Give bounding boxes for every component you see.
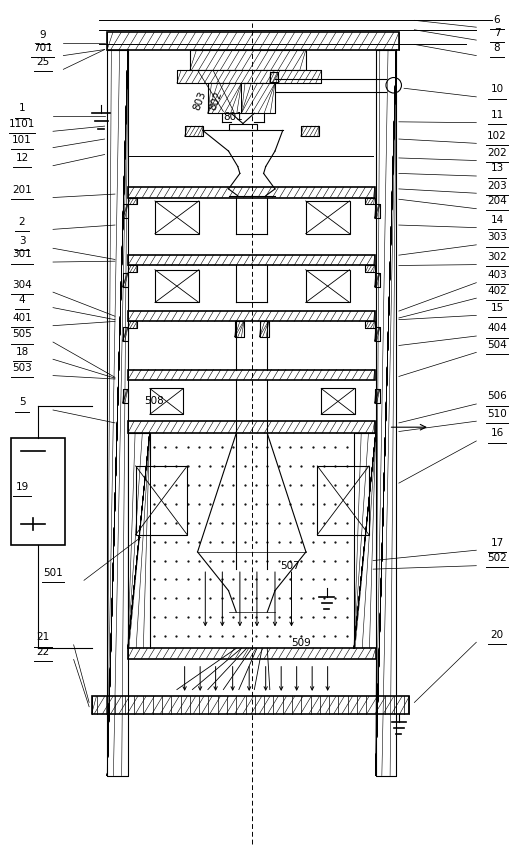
Bar <box>235 321 244 337</box>
Text: 18: 18 <box>16 347 29 356</box>
Bar <box>375 389 380 403</box>
Bar <box>185 126 203 136</box>
Text: 403: 403 <box>487 270 507 280</box>
Text: 701: 701 <box>33 43 52 53</box>
Bar <box>11 438 65 545</box>
Bar <box>107 49 128 776</box>
Text: 504: 504 <box>487 340 507 350</box>
Bar <box>128 321 137 328</box>
Text: 17: 17 <box>490 538 503 548</box>
Bar <box>150 388 183 414</box>
Text: 25: 25 <box>36 57 49 66</box>
Bar <box>155 270 199 302</box>
Text: 506: 506 <box>487 392 507 401</box>
Bar <box>260 321 269 337</box>
Text: 502: 502 <box>487 553 507 564</box>
Text: 201: 201 <box>12 185 32 195</box>
Text: 802: 802 <box>208 90 224 111</box>
Bar <box>128 198 137 205</box>
Text: 4: 4 <box>19 295 25 305</box>
Bar <box>306 270 350 302</box>
Text: 1: 1 <box>19 104 25 113</box>
Bar <box>155 201 199 234</box>
Bar <box>128 433 149 648</box>
Text: 101: 101 <box>12 135 32 145</box>
Text: 501: 501 <box>43 568 63 577</box>
Text: 7: 7 <box>494 28 500 37</box>
Text: 15: 15 <box>490 303 503 312</box>
Bar <box>128 187 375 198</box>
Text: 2: 2 <box>19 217 25 227</box>
Text: 509: 509 <box>291 639 311 648</box>
Text: 19: 19 <box>16 482 29 492</box>
Bar <box>375 327 380 341</box>
Bar <box>122 389 128 403</box>
Text: 507: 507 <box>281 561 301 570</box>
Bar <box>270 72 278 82</box>
Bar <box>128 369 375 380</box>
Bar <box>306 201 350 234</box>
Text: 401: 401 <box>12 313 32 323</box>
Text: 302: 302 <box>487 252 507 262</box>
Bar <box>365 266 375 273</box>
Text: 503: 503 <box>12 363 32 373</box>
Bar <box>317 466 369 535</box>
Bar <box>301 126 319 136</box>
Text: 202: 202 <box>487 148 507 158</box>
Bar <box>354 433 376 648</box>
Bar <box>190 49 306 70</box>
Text: 303: 303 <box>487 232 507 243</box>
Text: 505: 505 <box>12 330 32 339</box>
Ellipse shape <box>386 78 402 93</box>
Bar <box>365 321 375 328</box>
Text: 6: 6 <box>494 15 500 25</box>
Text: 508: 508 <box>144 396 163 406</box>
Text: 9: 9 <box>39 30 46 40</box>
Text: 22: 22 <box>36 647 49 657</box>
Text: 404: 404 <box>487 324 507 333</box>
Text: 801: 801 <box>223 112 242 122</box>
Text: 11: 11 <box>490 110 503 120</box>
Text: 16: 16 <box>490 428 503 438</box>
Text: 8: 8 <box>494 43 500 53</box>
Text: 13: 13 <box>490 163 503 173</box>
Bar <box>128 648 376 658</box>
Bar <box>107 32 399 49</box>
Text: 204: 204 <box>487 196 507 206</box>
Text: 102: 102 <box>487 131 507 141</box>
Text: 21: 21 <box>36 633 49 642</box>
Bar <box>122 205 128 218</box>
Bar <box>128 421 375 433</box>
Text: 301: 301 <box>12 249 32 260</box>
Bar <box>122 274 128 287</box>
Bar <box>128 266 137 273</box>
Bar <box>321 388 355 414</box>
Text: 510: 510 <box>487 408 507 419</box>
Text: 1101: 1101 <box>9 119 35 129</box>
Bar <box>92 696 409 714</box>
Bar <box>135 466 187 535</box>
Bar <box>375 205 380 218</box>
Bar <box>375 274 380 287</box>
Text: 3: 3 <box>19 236 25 246</box>
Text: 5: 5 <box>19 398 25 407</box>
Bar <box>228 123 257 130</box>
Bar <box>365 198 375 205</box>
Text: 203: 203 <box>487 180 507 191</box>
Bar <box>376 49 397 776</box>
Text: 803: 803 <box>192 90 208 111</box>
Bar <box>128 311 375 321</box>
Text: 304: 304 <box>12 280 32 290</box>
Text: 12: 12 <box>16 153 29 163</box>
Text: 20: 20 <box>490 630 503 639</box>
Bar <box>177 70 321 83</box>
Text: 14: 14 <box>490 215 503 225</box>
Text: 10: 10 <box>490 85 503 94</box>
Bar <box>128 255 375 266</box>
Bar <box>208 83 275 113</box>
Bar <box>122 327 128 341</box>
Text: 402: 402 <box>487 286 507 296</box>
